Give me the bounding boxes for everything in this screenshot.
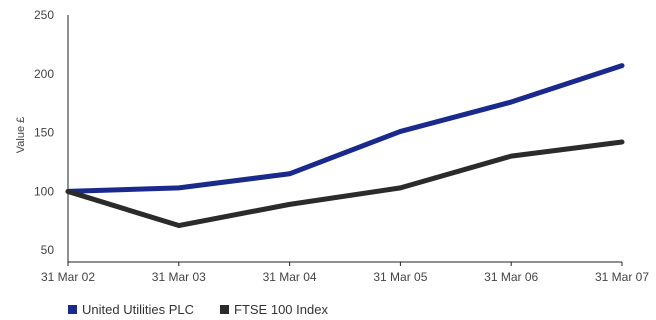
legend-item-ftse-100: FTSE 100 Index: [220, 302, 328, 317]
y-tick-label: 150: [34, 126, 54, 140]
x-tick-label: 31 Mar 04: [263, 270, 317, 284]
y-tick-label: 50: [41, 243, 55, 257]
series-line-united-utilities: [65, 63, 625, 194]
x-tick-labels: 31 Mar 02 31 Mar 03 31 Mar 04 31 Mar 05 31 M…: [41, 270, 649, 284]
y-tick-label: 250: [34, 8, 54, 22]
legend-item-united-utilities: United Utilities PLC: [68, 302, 194, 317]
x-tick-label: 31 Mar 03: [152, 270, 206, 284]
chart-axes: [67, 15, 623, 266]
legend-label-united-utilities: United Utilities PLC: [82, 302, 194, 317]
legend-swatch-united-utilities: [68, 305, 77, 314]
legend-label-ftse-100: FTSE 100 Index: [234, 302, 328, 317]
series-line-ftse-100: [65, 139, 625, 229]
series-lines: [65, 63, 625, 229]
x-tick-label: 31 Mar 05: [373, 270, 427, 284]
x-tick-label: 31 Mar 07: [595, 270, 649, 284]
y-tick-labels: 50 100 150 200 250: [34, 8, 54, 257]
legend-swatch-ftse-100: [220, 305, 229, 314]
y-tick-label: 200: [34, 67, 54, 81]
legend: United Utilities PLC FTSE 100 Index: [68, 302, 328, 317]
x-tick-label: 31 Mar 02: [41, 270, 95, 284]
y-tick-label: 100: [34, 184, 54, 198]
x-tick-label: 31 Mar 06: [484, 270, 538, 284]
y-axis-title: Value £: [15, 117, 27, 154]
